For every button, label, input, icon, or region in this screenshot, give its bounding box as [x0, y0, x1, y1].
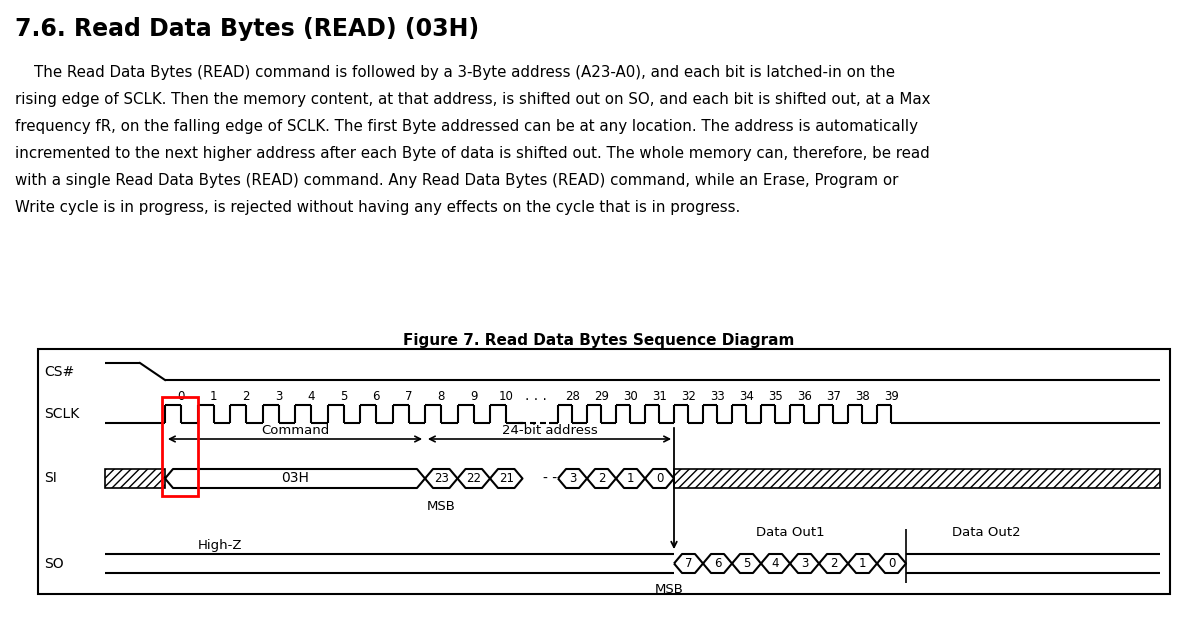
Text: 03H: 03H — [282, 472, 309, 485]
Text: 37: 37 — [827, 390, 841, 403]
Text: incremented to the next higher address after each Byte of data is shifted out. T: incremented to the next higher address a… — [16, 146, 930, 161]
Text: 2: 2 — [598, 472, 605, 485]
Text: - -: - - — [544, 472, 557, 485]
Text: 5: 5 — [743, 557, 750, 570]
Text: High-Z: High-Z — [198, 539, 242, 552]
Text: Command: Command — [261, 424, 329, 437]
Bar — [105, 469, 165, 488]
Text: 35: 35 — [768, 390, 782, 403]
Text: 6: 6 — [714, 557, 721, 570]
Text: with a single Read Data Bytes (READ) command. Any Read Data Bytes (READ) command: with a single Read Data Bytes (READ) com… — [16, 173, 898, 188]
Text: 38: 38 — [855, 390, 870, 403]
Text: SO: SO — [44, 556, 63, 570]
Text: 7: 7 — [685, 557, 692, 570]
Text: 9: 9 — [470, 390, 478, 403]
Text: 1: 1 — [627, 472, 634, 485]
Text: . . .: . . . — [525, 389, 547, 403]
Text: 3: 3 — [276, 390, 283, 403]
Text: 1: 1 — [859, 557, 866, 570]
Text: Data Out2: Data Out2 — [951, 526, 1021, 539]
Text: 24-bit address: 24-bit address — [502, 424, 598, 437]
Text: 34: 34 — [739, 390, 754, 403]
Text: 23: 23 — [434, 472, 449, 485]
Bar — [162, 397, 198, 496]
Text: SCLK: SCLK — [44, 407, 79, 421]
Text: 32: 32 — [680, 390, 696, 403]
Text: Figure 7. Read Data Bytes Sequence Diagram: Figure 7. Read Data Bytes Sequence Diagr… — [404, 333, 794, 348]
Text: 22: 22 — [466, 472, 482, 485]
Text: 8: 8 — [437, 390, 444, 403]
Text: Write cycle is in progress, is rejected without having any effects on the cycle : Write cycle is in progress, is rejected … — [16, 200, 740, 215]
Text: 7: 7 — [405, 390, 412, 403]
Text: 29: 29 — [594, 390, 609, 403]
Text: MSB: MSB — [426, 500, 455, 513]
Text: 5: 5 — [340, 390, 347, 403]
Bar — [674, 469, 1160, 488]
Text: 7.6. Read Data Bytes (READ) (03H): 7.6. Read Data Bytes (READ) (03H) — [16, 17, 479, 41]
Text: CS#: CS# — [44, 365, 74, 378]
Text: MSB: MSB — [654, 583, 683, 596]
Text: 28: 28 — [565, 390, 580, 403]
Text: 3: 3 — [800, 557, 809, 570]
Text: 10: 10 — [498, 390, 514, 403]
Text: 2: 2 — [242, 390, 250, 403]
Text: 4: 4 — [308, 390, 315, 403]
Text: 39: 39 — [884, 390, 898, 403]
Text: 4: 4 — [772, 557, 779, 570]
Text: 0: 0 — [177, 390, 184, 403]
Text: 0: 0 — [655, 472, 664, 485]
Text: 3: 3 — [569, 472, 576, 485]
Text: 1: 1 — [210, 390, 218, 403]
Text: 31: 31 — [652, 390, 667, 403]
Bar — [38, 349, 1170, 594]
Text: 6: 6 — [373, 390, 380, 403]
Text: frequency fR, on the falling edge of SCLK. The first Byte addressed can be at an: frequency fR, on the falling edge of SCL… — [16, 119, 918, 134]
Text: 21: 21 — [498, 472, 514, 485]
Text: Data Out1: Data Out1 — [756, 526, 824, 539]
Text: SI: SI — [44, 472, 56, 485]
Text: 2: 2 — [830, 557, 837, 570]
Text: 33: 33 — [710, 390, 725, 403]
Text: 30: 30 — [623, 390, 637, 403]
Text: 36: 36 — [797, 390, 812, 403]
Text: 0: 0 — [888, 557, 895, 570]
Text: The Read Data Bytes (READ) command is followed by a 3-Byte address (A23-A0), and: The Read Data Bytes (READ) command is fo… — [16, 65, 895, 80]
Text: rising edge of SCLK. Then the memory content, at that address, is shifted out on: rising edge of SCLK. Then the memory con… — [16, 92, 931, 107]
